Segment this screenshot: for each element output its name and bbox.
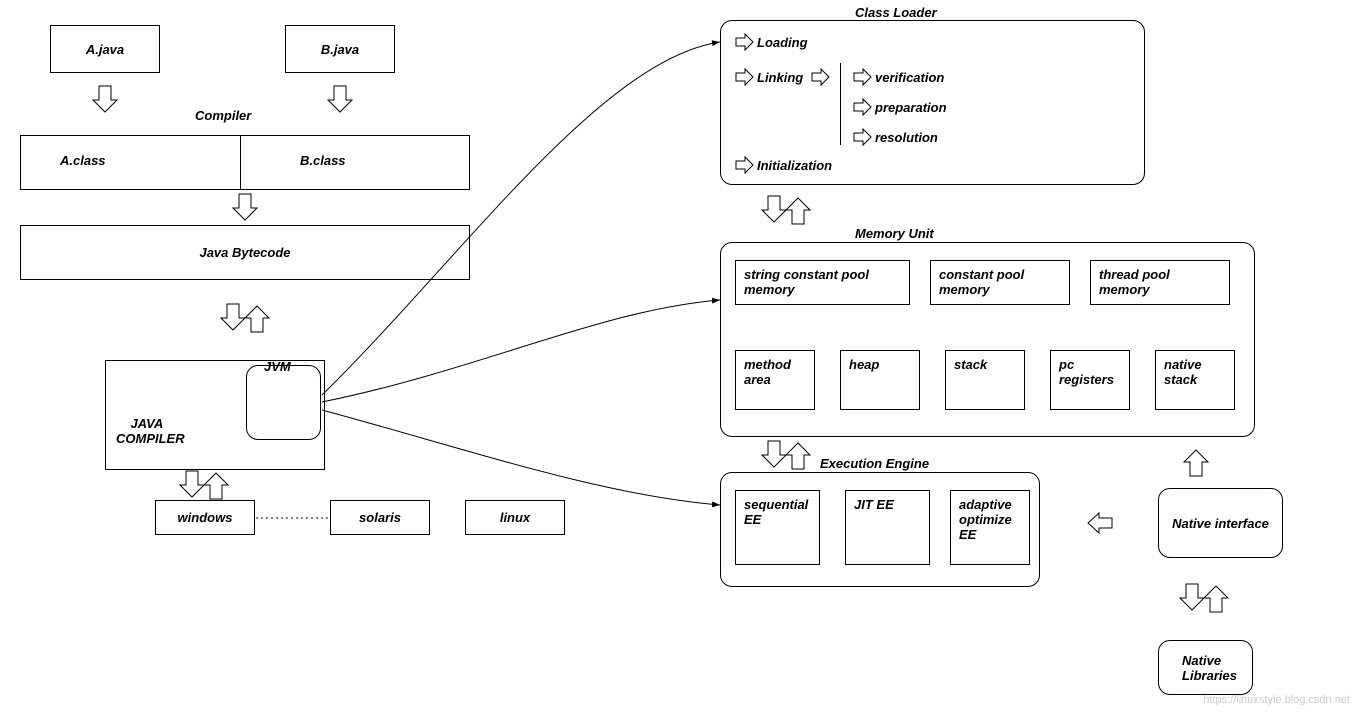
text-resolution: resolution [875,130,938,145]
label-java-compiler: JAVA COMPILER [116,401,185,461]
label-initialization: Initialization [757,158,832,173]
box-method-area: method area [735,350,815,410]
box-pc: pc registers [1050,350,1130,410]
box-b-java: B.java [285,25,395,73]
text-cpm: constant pool memory [939,267,1024,297]
label-preparation: preparation [875,100,947,115]
text-a-java: A.java [86,42,124,57]
label-linking: Linking [757,70,803,85]
box-seq-ee: sequential EE [735,490,820,565]
text-native-interface: Native interface [1172,516,1269,531]
text-verification: verification [875,70,944,85]
text-tpm: thread pool memory [1099,267,1170,297]
text-seq-ee: sequential EE [744,497,808,527]
watermark: https://linuxstyle.blog.csdn.net [1203,694,1350,706]
text-windows: windows [178,510,233,525]
text-b-class: B.class [300,153,346,168]
box-native-libraries: Native Libraries [1158,640,1253,695]
text-initialization: Initialization [757,158,832,173]
text-preparation: preparation [875,100,947,115]
text-memory-unit: Memory Unit [855,226,934,241]
text-scpm: string constant pool memory [744,267,869,297]
label-b-class: B.class [300,153,346,168]
text-b-java: B.java [321,42,359,57]
text-solaris: solaris [359,510,401,525]
text-native-stack: native stack [1164,357,1202,387]
text-stack: stack [954,357,987,372]
label-jvm: JVM [264,359,291,374]
label-loading: Loading [757,35,808,50]
text-jit-ee: JIT EE [854,497,894,512]
text-method-area: method area [744,357,791,387]
box-cpm: constant pool memory [930,260,1070,305]
box-solaris: solaris [330,500,430,535]
box-native-stack: native stack [1155,350,1235,410]
label-a-class: A.class [60,153,106,168]
text-class-loader: Class Loader [855,5,937,20]
label-verification: verification [875,70,944,85]
box-scpm: string constant pool memory [735,260,910,305]
label-compiler: Compiler [195,108,251,123]
label-resolution: resolution [875,130,938,145]
box-jvm [246,365,321,440]
text-linux: linux [500,510,530,525]
text-heap: heap [849,357,879,372]
text-pc: pc registers [1059,357,1114,387]
linking-divider [840,63,841,145]
text-adaptive-ee: adaptive optimize EE [959,497,1012,542]
classes-divider [240,135,241,190]
box-adaptive-ee: adaptive optimize EE [950,490,1030,565]
box-a-java: A.java [50,25,160,73]
box-native-interface: Native interface [1158,488,1283,558]
text-a-class: A.class [60,153,106,168]
label-exec: Execution Engine [820,456,929,471]
text-jvm: JVM [264,359,291,374]
text-linking: Linking [757,70,803,85]
label-memory-unit: Memory Unit [855,226,934,241]
text-watermark: https://linuxstyle.blog.csdn.net [1203,694,1350,706]
box-windows: windows [155,500,255,535]
text-java-compiler: JAVA COMPILER [116,416,185,446]
text-native-libraries: Native Libraries [1182,653,1237,683]
text-bytecode: Java Bytecode [199,245,290,260]
text-loading: Loading [757,35,808,50]
box-bytecode: Java Bytecode [20,225,470,280]
label-class-loader: Class Loader [855,5,937,20]
box-stack: stack [945,350,1025,410]
box-heap: heap [840,350,920,410]
box-linux: linux [465,500,565,535]
text-compiler: Compiler [195,108,251,123]
text-exec: Execution Engine [820,456,929,471]
box-tpm: thread pool memory [1090,260,1230,305]
box-jit-ee: JIT EE [845,490,930,565]
